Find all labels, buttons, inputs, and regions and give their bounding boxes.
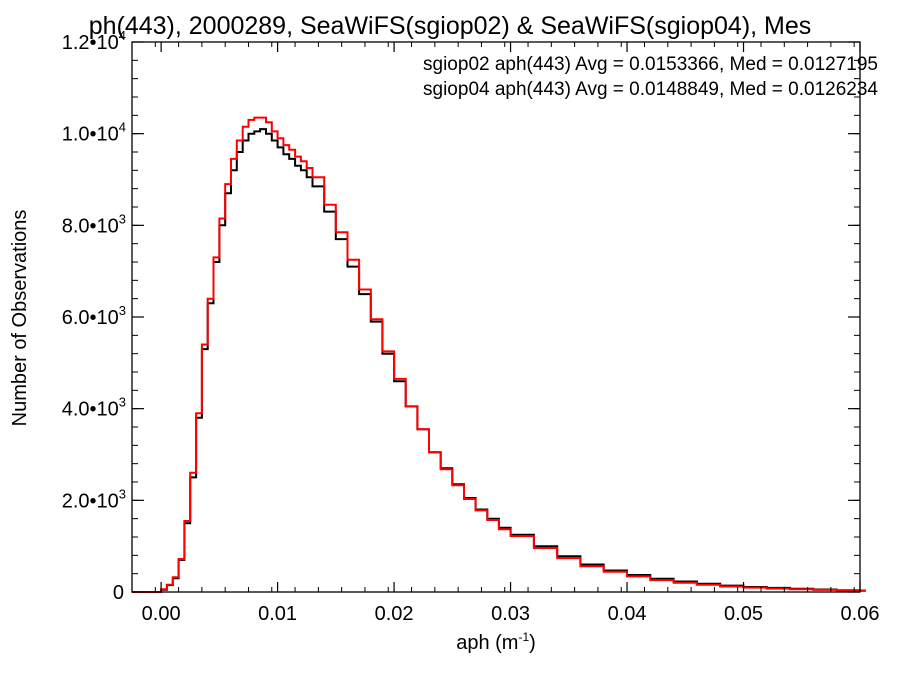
- x-axis-label: aph (m-1): [456, 630, 536, 654]
- x-tick-label: 0.04: [608, 603, 647, 625]
- x-tick-label: 0.06: [841, 603, 880, 625]
- legend: sgiop02 aph(443) Avg = 0.0153366, Med = …: [423, 54, 878, 100]
- y-tick-label: 4.0•103: [62, 395, 126, 421]
- y-axis-label: Number of Observations: [9, 210, 31, 427]
- plot-frame: [131, 41, 861, 593]
- y-tick-label: 1.2•104: [62, 28, 126, 54]
- y-tick-label: 2.0•103: [62, 486, 126, 512]
- legend-entry-sgiop04: sgiop04 aph(443) Avg = 0.0148849, Med = …: [423, 79, 878, 100]
- y-tick-label: 6.0•103: [62, 303, 126, 329]
- legend-entry-sgiop02: sgiop02 aph(443) Avg = 0.0153366, Med = …: [423, 54, 878, 75]
- x-tick-label: 0.01: [258, 603, 297, 625]
- series-line-1: [132, 116, 866, 593]
- y-tick-label: 1.0•104: [62, 120, 126, 146]
- x-tick-label: 0.05: [724, 603, 763, 625]
- x-tick-label: 0.03: [491, 603, 530, 625]
- chart-title: ph(443), 2000289, SeaWiFS(sgiop02) & Sea…: [89, 12, 812, 40]
- y-tick-label: 8.0•103: [62, 211, 126, 237]
- x-tick-label: 0.02: [375, 603, 414, 625]
- y-tick-label: 0: [113, 582, 124, 604]
- x-tick-label: 0.00: [142, 603, 181, 625]
